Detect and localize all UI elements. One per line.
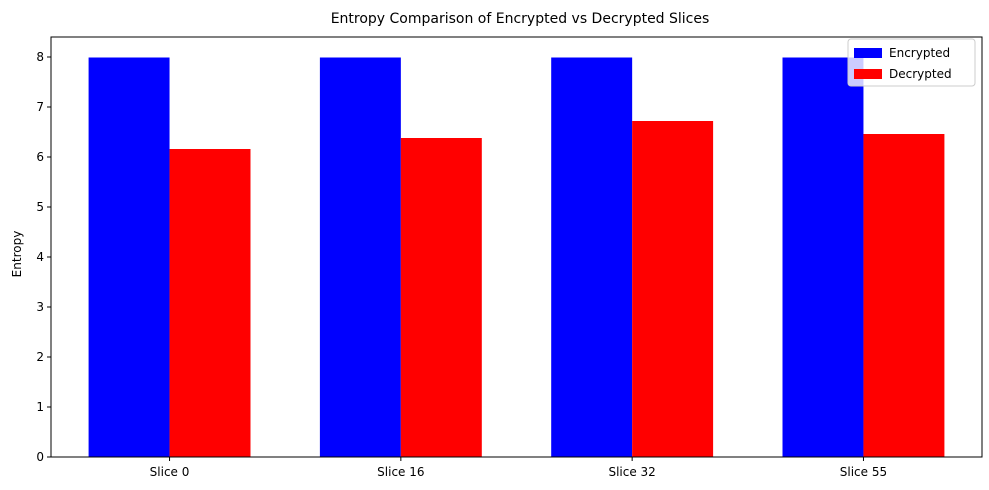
- y-tick-label-4: 4: [36, 250, 44, 264]
- y-tick-label-6: 6: [36, 150, 44, 164]
- y-axis-label: Entropy: [10, 231, 24, 278]
- bar-decrypted-3: [863, 134, 945, 457]
- x-axis: Slice 0 Slice 16 Slice 32 Slice 55: [150, 457, 887, 479]
- legend: Encrypted Decrypted: [847, 38, 976, 87]
- bar-decrypted-1: [400, 138, 482, 457]
- bar-decrypted-0: [169, 149, 251, 457]
- y-tick-label-3: 3: [36, 300, 44, 314]
- plot-area-frame: [50, 36, 983, 458]
- legend-swatch-decrypted: [854, 69, 882, 79]
- y-tick-label-8: 8: [36, 50, 44, 64]
- y-tick-label-1: 1: [36, 400, 44, 414]
- x-tick-label-3: Slice 55: [840, 465, 887, 479]
- y-tick-label-0: 0: [36, 450, 44, 464]
- bar-encrypted-0: [88, 57, 170, 457]
- y-tick-label-7: 7: [36, 100, 44, 114]
- y-tick-label-5: 5: [36, 200, 44, 214]
- bar-encrypted-3: [782, 57, 864, 457]
- x-tick-label-2: Slice 32: [608, 465, 655, 479]
- x-tick-label-0: Slice 0: [150, 465, 190, 479]
- bar-encrypted-1: [319, 57, 401, 457]
- bar-decrypted-2: [632, 121, 714, 457]
- bars-group: [88, 57, 945, 457]
- legend-label-decrypted: Decrypted: [889, 67, 952, 81]
- y-tick-label-2: 2: [36, 350, 44, 364]
- bar-encrypted-2: [551, 57, 633, 457]
- chart-title: Entropy Comparison of Encrypted vs Decry…: [331, 11, 710, 27]
- y-axis: 0 1 2 3 4 5 6 7 8: [36, 50, 51, 464]
- x-tick-label-1: Slice 16: [377, 465, 424, 479]
- legend-label-encrypted: Encrypted: [889, 46, 950, 60]
- legend-swatch-encrypted: [854, 48, 882, 58]
